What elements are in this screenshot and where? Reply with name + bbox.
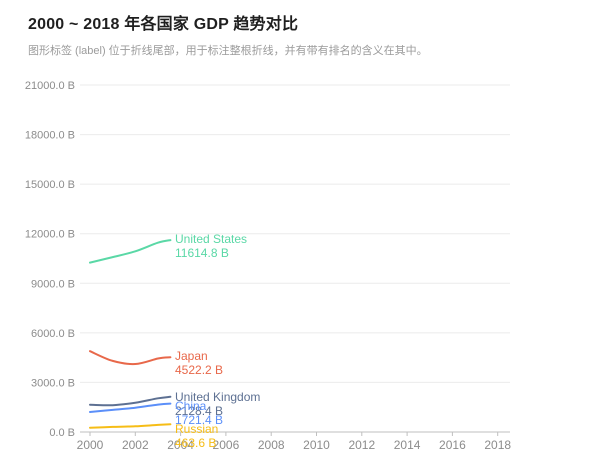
y-axis-label: 0.0 B — [49, 427, 75, 439]
y-axis-label: 21000.0 B — [25, 80, 75, 92]
series-label-value-china: 1721.4 B — [175, 413, 223, 427]
y-axis-label: 15000.0 B — [25, 179, 75, 191]
x-axis-label: 2010 — [303, 438, 330, 452]
series-label-name-united-kingdom: United Kingdom — [175, 390, 260, 404]
chart-title: 2000 ~ 2018 年各国家 GDP 趋势对比 — [28, 16, 299, 33]
series-label-name-china: China — [175, 399, 207, 413]
series-label-name-russian: Russian — [175, 422, 218, 436]
series-line-japan[interactable] — [89, 350, 172, 366]
series-label-name-united-states: United States — [175, 232, 247, 246]
chart-subtitle: 图形标签 (label) 位于折线尾部，用于标注整根折线，并有带有排名的含义在其… — [28, 45, 428, 57]
series-line-united-states[interactable] — [89, 239, 172, 264]
x-axis-label: 2018 — [484, 438, 511, 452]
y-axis-label: 6000.0 B — [31, 328, 75, 340]
x-axis-label: 2016 — [439, 438, 466, 452]
y-axis-label: 9000.0 B — [31, 278, 75, 290]
series-label-value-russian: 463.6 B — [175, 436, 216, 450]
series-line-china[interactable] — [89, 402, 172, 413]
series-line-russian[interactable] — [89, 423, 172, 429]
y-axis-label: 3000.0 B — [31, 377, 75, 389]
y-axis-label: 18000.0 B — [25, 130, 75, 142]
x-axis-label: 2004 — [167, 438, 194, 452]
series-label-value-united-states: 11614.8 B — [175, 246, 229, 260]
series-label-value-united-kingdom: 2128.4 B — [175, 404, 223, 418]
x-axis-label: 2008 — [258, 438, 285, 452]
x-axis-label: 2000 — [77, 438, 104, 452]
series-label-name-japan: Japan — [175, 349, 208, 363]
x-axis-label: 2014 — [394, 438, 421, 452]
x-axis-label: 2002 — [122, 438, 149, 452]
x-axis-label: 2006 — [213, 438, 240, 452]
x-axis-label: 2012 — [348, 438, 375, 452]
y-axis-label: 12000.0 B — [25, 229, 75, 241]
series-label-value-japan: 4522.2 B — [175, 363, 223, 377]
series-line-united-kingdom[interactable] — [89, 395, 172, 407]
